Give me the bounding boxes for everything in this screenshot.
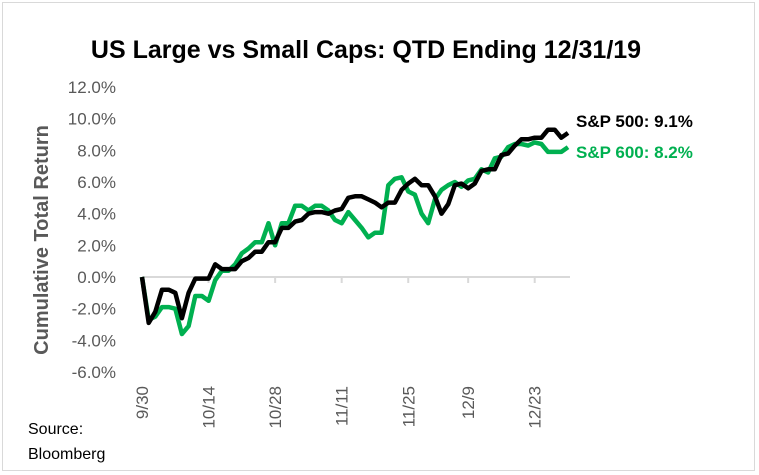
y-tick-label: 2.0% <box>77 236 116 255</box>
y-tick-label: 4.0% <box>77 205 116 224</box>
x-tick-label: 9/30 <box>133 386 152 419</box>
x-tick-label: 12/23 <box>526 386 545 429</box>
y-tick-label: 0.0% <box>77 268 116 287</box>
series-line-s-p-500 <box>139 127 570 326</box>
series-end-label: S&P 600: 8.2% <box>576 143 693 162</box>
series-line-s-p-600 <box>139 140 570 337</box>
x-tick-label: 11/11 <box>333 386 352 426</box>
source-value: Bloomberg <box>28 446 105 463</box>
chart-title: US Large vs Small Caps: QTD Ending 12/31… <box>91 36 641 64</box>
x-tick-label: 11/25 <box>399 386 418 427</box>
series-end-label: S&P 500: 9.1% <box>576 112 693 131</box>
source-label: Source: <box>28 421 83 438</box>
y-tick-label: -4.0% <box>72 331 116 350</box>
y-tick-label: 8.0% <box>77 141 116 160</box>
x-tick-label: 10/28 <box>266 386 285 429</box>
chart-frame <box>2 2 755 471</box>
y-axis-label: Cumulative Total Return <box>31 125 53 355</box>
y-tick-label: -2.0% <box>72 300 116 319</box>
x-tick-label: 12/9 <box>459 386 478 419</box>
y-tick-label: 6.0% <box>77 173 116 192</box>
y-tick-label: 10.0% <box>68 110 116 129</box>
y-tick-label: 12.0% <box>68 78 116 97</box>
y-tick-label: -6.0% <box>72 363 116 382</box>
x-tick-label: 10/14 <box>200 386 219 429</box>
